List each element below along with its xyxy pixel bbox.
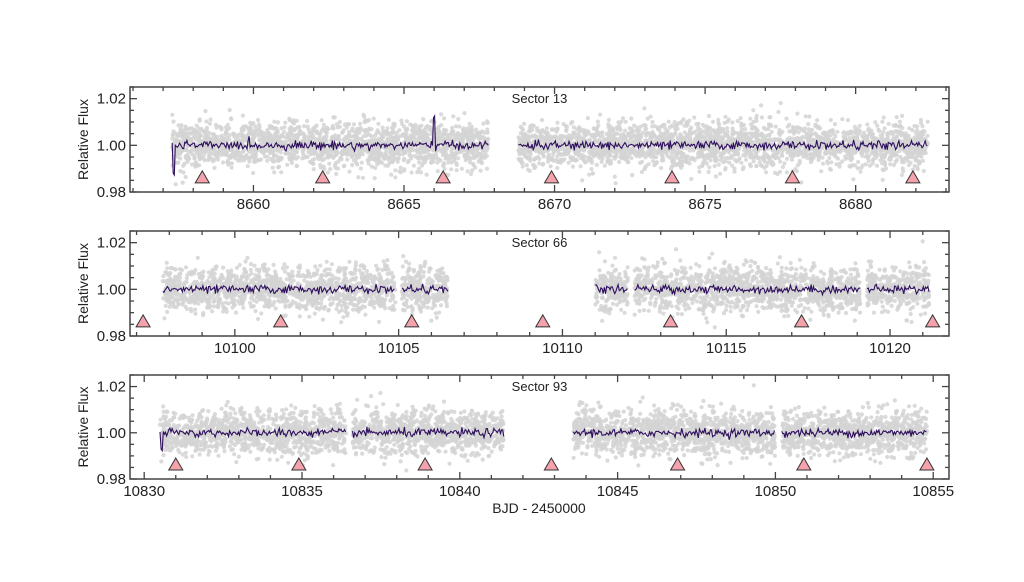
y-tick-label: 1.02 [97,379,126,396]
transit-marker-icon [662,313,679,328]
transit-marker-icon [543,169,560,184]
y-axis-label: Relative Flux [75,387,91,468]
sector-label: Sector 93 [512,379,568,394]
panel-3: 10830 10835 10840 10845 10850 10855 0.98 1.00 1.… [75,374,954,500]
y-tick-label: 0.98 [97,184,126,201]
x-tick-label: 8675 [688,196,721,213]
binned-flux-line [171,113,489,177]
x-tick-label: 10855 [912,483,954,500]
transit-marker-icon [904,169,921,184]
plot-area [170,100,930,187]
panel-1: 8660 8665 8670 8675 8680 0.98 1.00 1.02 Relative… [75,86,950,213]
panels-group: 8660 8665 8670 8675 8680 0.98 1.00 1.02 Relative… [75,86,954,500]
binned-flux-line [351,426,505,440]
x-tick-label: 10840 [439,483,481,500]
x-tick-label: 8680 [839,196,872,213]
transit-marker-icon [403,313,420,328]
raw-flux-points [157,383,929,473]
y-tick-label: 1.00 [97,137,126,154]
y-axis-label: Relative Flux [75,99,91,180]
x-tick-label: 10850 [755,483,797,500]
binned-flux-line [401,283,449,296]
axes-frame [129,86,950,193]
transit-marker-icon [669,456,686,471]
x-tick-label: 10120 [869,340,911,357]
transit-marker-icon [417,456,433,471]
x-tick-label: 8670 [538,196,571,213]
transit-marker-icon [194,169,211,184]
panel-2: 10100 10105 10110 10115 10120 0.98 1.00 1.02 Rel… [75,230,950,357]
binned-flux-line [595,282,628,296]
y-tick-label: 1.00 [97,281,126,298]
y-tick-label: 1.00 [97,425,126,442]
x-tick-label: 10835 [281,483,323,500]
x-tick-label: 10830 [123,483,165,500]
transit-marker-icon [435,169,452,184]
x-axis-label: BJD - 2450000 [492,500,586,516]
sector-label: Sector 66 [512,235,568,250]
transit-marker-icon [784,169,801,184]
plot-area [157,383,929,473]
transit-marker-icon [664,169,680,184]
binned-flux-line [781,426,927,439]
transit-marker-icon [534,313,551,328]
transit-marker-icon [543,456,560,471]
transit-marker-icon [135,313,151,328]
x-tick-label: 10110 [542,340,583,357]
y-tick-label: 0.98 [97,328,126,345]
axes-frame [129,230,950,337]
y-tick-label: 1.02 [97,91,126,108]
x-tick-label: 8665 [387,196,420,213]
binned-flux-line [518,138,928,152]
y-axis-label: Relative Flux [75,243,91,324]
binned-flux-line [162,283,395,295]
x-tick-label: 10845 [597,483,639,500]
plot-area [160,239,932,330]
transit-marker-icon [919,456,935,471]
y-tick-label: 0.98 [97,471,126,488]
binned-flux-line [572,426,776,440]
transit-marker-icon [924,313,941,328]
sector-label: Sector 13 [512,91,568,106]
binned-flux-line [866,283,930,296]
axes-frame [129,374,950,480]
transit-marker-icon [290,456,307,471]
y-tick-label: 1.02 [97,235,126,252]
binned-flux-line [634,282,861,297]
x-tick-label: 10115 [706,340,747,357]
x-tick-label: 8660 [237,196,270,213]
raw-flux-points [160,239,932,330]
transit-marker-icon [793,313,810,328]
transit-marker-icon [795,456,812,471]
transit-marker-icon [272,313,289,328]
x-tick-label: 10100 [214,340,256,357]
x-tick-label: 10105 [378,340,420,357]
transit-marker-icon [167,456,184,471]
binned-flux-line [159,426,347,453]
transit-marker-icon [314,169,331,184]
